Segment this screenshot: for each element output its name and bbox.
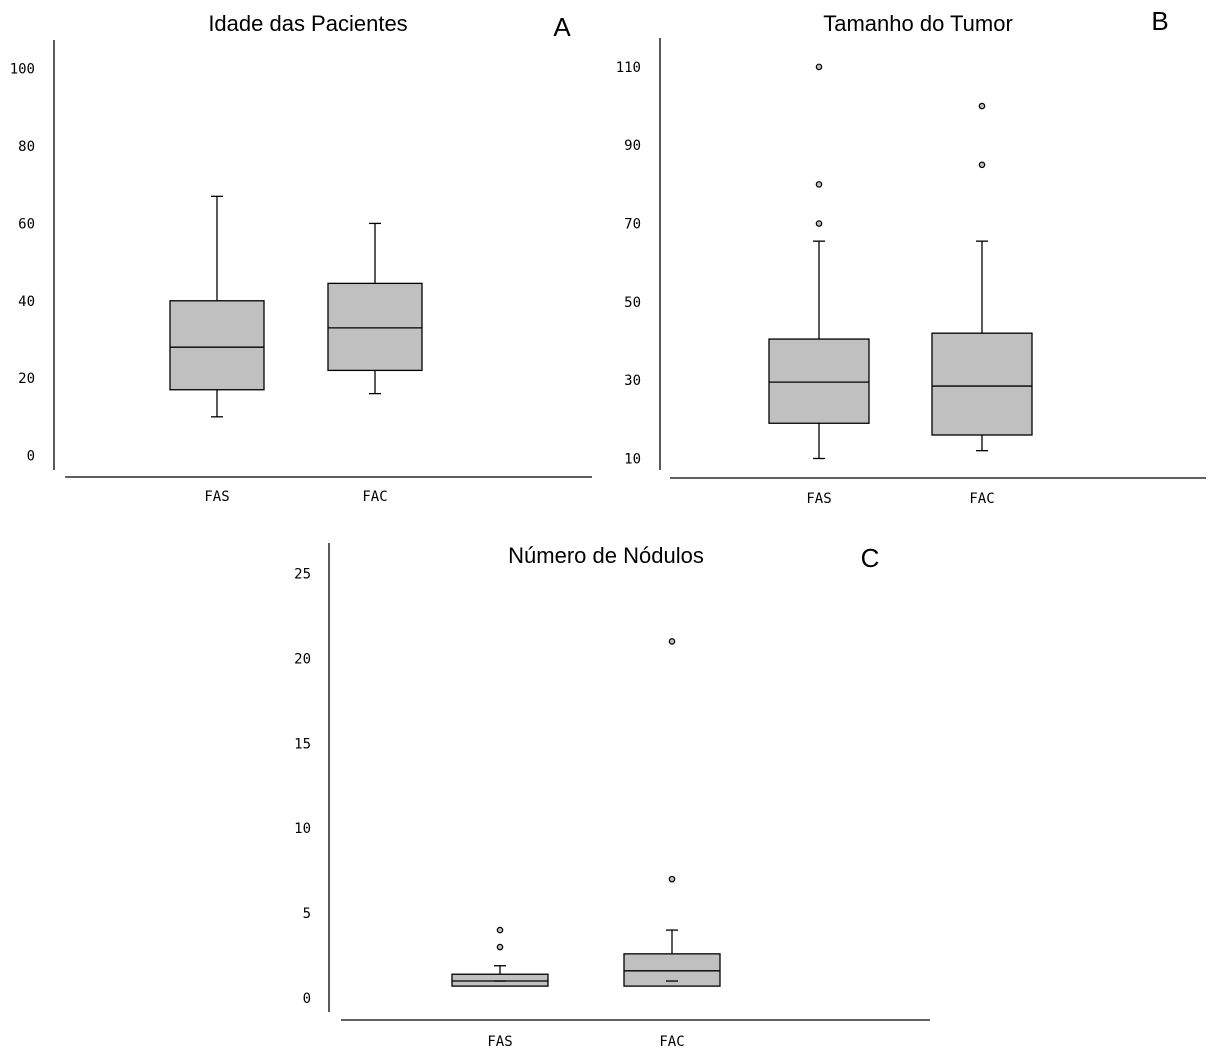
- iqr-box: [451, 973, 549, 987]
- y-tick-label-c: 5: [303, 906, 311, 922]
- y-tick-label-c: 10: [294, 821, 311, 837]
- y-tick-label-a: 100: [10, 62, 35, 78]
- y-tick-labels-a: 0 20 40 60 80 100: [10, 62, 35, 465]
- y-tick-label-a: 60: [18, 216, 35, 232]
- y-tick-label-b: 110: [616, 60, 641, 76]
- y-tick-label-b: 50: [624, 295, 641, 311]
- outlier-point: [815, 220, 823, 227]
- y-tick-label-c: 25: [294, 567, 311, 583]
- y-tick-label-b: 70: [624, 217, 641, 233]
- outlier-point: [496, 926, 504, 934]
- category-label-b: FAS: [806, 491, 831, 507]
- outlier-point: [978, 161, 986, 169]
- category-labels-c: FAS FAC: [487, 1034, 684, 1050]
- iqr-box: [931, 332, 1033, 436]
- category-label-c: FAS: [487, 1034, 512, 1050]
- box-fas-a: [169, 195, 265, 418]
- outlier-point: [668, 875, 676, 883]
- iqr-box: [169, 300, 265, 391]
- y-tick-label-c: 0: [303, 991, 311, 1007]
- category-label-a: FAC: [362, 489, 387, 505]
- y-tick-label-b: 90: [624, 138, 641, 154]
- outlier-point: [496, 943, 504, 951]
- outlier-point: [668, 638, 676, 645]
- panel-b: Tamanho do Tumor B 10 30 50 70 90 110 FAS FAC: [616, 6, 1206, 507]
- box-fac-c: [623, 638, 721, 987]
- outlier-point: [978, 102, 986, 110]
- category-labels-b: FAS FAC: [806, 491, 994, 507]
- iqr-box: [768, 338, 870, 424]
- boxes-b: [768, 63, 1033, 460]
- category-label-b: FAC: [969, 491, 994, 507]
- box-fac-b: [931, 102, 1033, 452]
- category-label-a: FAS: [204, 489, 229, 505]
- panel-c: Número de Nódulos C 0 5 10 15 20 25 FAS FAC: [294, 543, 930, 1050]
- iqr-box: [327, 282, 423, 372]
- y-tick-label-c: 20: [294, 651, 311, 667]
- y-tick-label-c: 15: [294, 736, 311, 752]
- y-tick-labels-b: 10 30 50 70 90 110: [616, 60, 641, 468]
- outlier-point: [815, 181, 823, 188]
- y-tick-label-a: 0: [27, 449, 35, 465]
- chart-title-a: Idade das Pacientes: [208, 11, 407, 36]
- panel-label-a: A: [553, 12, 571, 42]
- y-tick-label-a: 40: [18, 294, 35, 310]
- box-fac-a: [327, 222, 423, 395]
- y-tick-label-a: 80: [18, 139, 35, 155]
- boxes-c: [451, 638, 721, 987]
- y-tick-label-b: 10: [624, 452, 641, 468]
- chart-title-b: Tamanho do Tumor: [823, 11, 1013, 36]
- category-labels-a: FAS FAC: [204, 489, 387, 505]
- y-tick-labels-c: 0 5 10 15 20 25: [294, 567, 311, 1008]
- box-fas-c: [451, 926, 549, 987]
- panel-label-c: C: [861, 543, 880, 573]
- box-fas-b: [768, 63, 870, 460]
- category-label-c: FAC: [659, 1034, 684, 1050]
- panel-label-b: B: [1151, 6, 1168, 36]
- outlier-point: [815, 63, 823, 71]
- boxes-a: [169, 195, 423, 418]
- y-tick-label-a: 20: [18, 371, 35, 387]
- chart-title-c: Número de Nódulos: [508, 543, 704, 568]
- y-tick-label-b: 30: [624, 373, 641, 389]
